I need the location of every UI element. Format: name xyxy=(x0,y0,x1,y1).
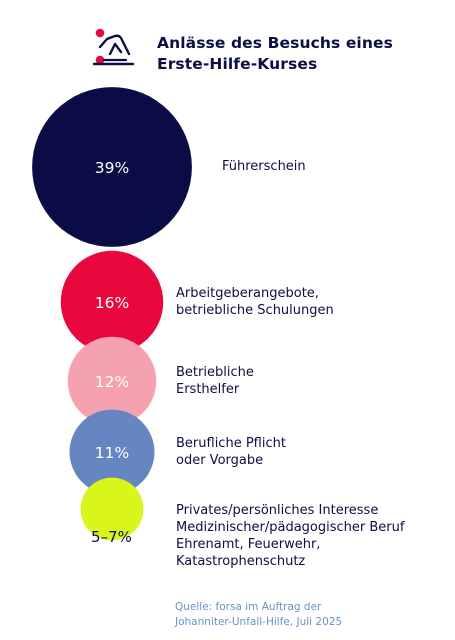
category-label-5-line-4: Katastrophenschutz xyxy=(176,554,306,569)
category-label-5: Privates/persönliches Interesse Medizinis… xyxy=(176,502,404,570)
category-label-2: Arbeitgeberangebote, betriebliche Schulun… xyxy=(176,285,334,319)
category-label-4: Berufliche Pflicht oder Vorgabe xyxy=(176,435,286,469)
category-label-4-line-2: oder Vorgabe xyxy=(176,453,264,468)
category-label-2-line-2: betriebliche Schulungen xyxy=(176,303,334,318)
bubble-4 xyxy=(69,409,155,495)
bubble-value-2: 16% xyxy=(95,294,129,312)
first-aid-cpr-icon xyxy=(92,28,135,66)
chart-title-line-2: Erste-Hilfe-Kurses xyxy=(157,55,318,73)
category-label-1: Führerschein xyxy=(222,158,306,175)
source-line-2: Johanniter-Unfall-Hilfe, Juli 2025 xyxy=(175,616,343,628)
category-label-4-line-1: Berufliche Pflicht xyxy=(176,436,286,451)
category-label-5-line-3: Ehrenamt, Feuerwehr, xyxy=(176,537,321,552)
category-label-3: Betriebliche Ersthelfer xyxy=(176,364,254,398)
bubble-value-4: 11% xyxy=(95,444,129,462)
bubble-value-3: 12% xyxy=(95,373,129,391)
bubble-value-1: 39% xyxy=(95,159,129,177)
source-note: Quelle: forsa im Auftrag der Johanniter-… xyxy=(175,600,342,630)
bubble-1 xyxy=(32,87,192,247)
bubble-3 xyxy=(67,336,157,426)
category-label-3-line-2: Ersthelfer xyxy=(176,382,240,397)
bubble-2 xyxy=(60,250,164,354)
category-label-3-line-1: Betriebliche xyxy=(176,365,254,380)
bubble-value-5: 5–7% xyxy=(91,528,132,546)
category-label-5-line-1: Privates/persönliches Interesse xyxy=(176,503,379,518)
source-line-1: Quelle: forsa im Auftrag der xyxy=(175,601,322,613)
chart-title-line-1: Anlässe des Besuchs eines xyxy=(157,34,393,52)
category-label-5-line-2: Medizinischer/pädagogischer Beruf xyxy=(176,520,405,535)
bubble-5 xyxy=(80,477,144,541)
category-label-1-line-1: Führerschein xyxy=(222,159,306,174)
category-label-2-line-1: Arbeitgeberangebote, xyxy=(176,286,319,301)
